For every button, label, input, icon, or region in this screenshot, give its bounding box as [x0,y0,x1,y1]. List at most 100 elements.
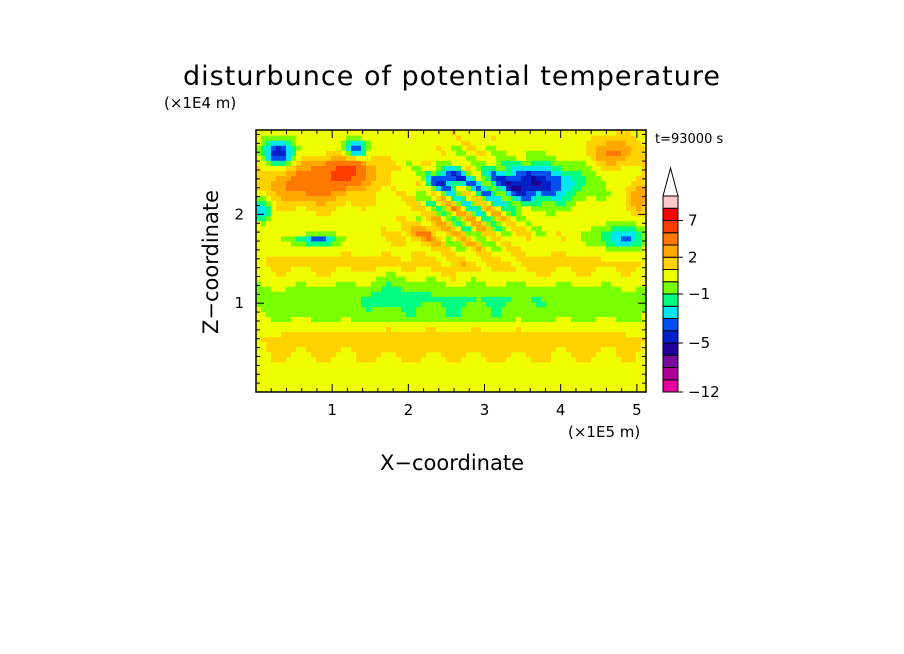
field-cell [571,220,577,227]
field-cell [431,135,437,141]
field-cell [321,230,327,237]
field-cell [466,326,472,333]
field-cell [566,250,572,257]
field-cell [626,291,632,297]
field-cell [331,296,337,302]
field-cell [536,170,542,176]
field-cell [286,281,292,287]
field-cell [341,261,347,267]
field-cell [446,245,452,252]
field-cell [546,155,552,161]
field-cell [471,346,477,353]
field-cell [461,250,467,257]
field-cell [421,135,427,141]
field-cell [496,361,502,368]
field-cell [331,215,337,222]
field-cell [366,230,372,237]
field-cell [261,271,267,277]
field-cell [286,135,292,141]
field-cell [426,361,432,368]
field-cell [451,266,457,272]
field-cell [361,235,367,242]
field-cell [406,351,412,358]
field-cell [501,271,507,277]
field-cell [616,356,622,363]
field-cell [471,331,477,338]
field-cell [436,351,442,358]
field-cell [316,135,322,141]
field-cell [376,230,382,237]
field-cell [471,326,477,333]
field-cell [421,245,427,252]
field-cell [306,371,312,378]
field-cell [526,376,532,383]
field-cell [621,296,627,302]
field-cell [396,341,402,348]
field-cell [596,286,602,292]
field-cell [436,135,442,141]
field-cell [531,240,537,247]
field-cell [601,150,607,156]
field-cell [351,361,357,368]
field-cell [336,130,342,136]
field-cell [286,341,292,348]
field-cell [436,190,442,197]
field-cell [626,250,632,257]
field-cell [291,145,297,151]
field-cell [501,195,507,202]
field-cell [581,230,587,237]
field-cell [331,255,337,262]
field-cell [311,281,317,287]
field-cell [296,255,302,262]
field-cell [401,366,407,373]
field-cell [301,185,307,192]
field-cell [311,180,317,187]
field-cell [301,286,307,292]
field-cell [461,321,467,328]
colorbar-swatch [662,244,679,258]
field-cell [336,170,342,176]
field-cell [631,366,637,373]
field-cell [421,180,427,187]
field-cell [496,291,502,297]
field-cell [581,321,587,328]
field-cell [611,190,617,197]
field-cell [406,316,412,323]
field-cell [586,200,592,207]
field-cell [411,316,417,323]
field-cell [281,165,287,171]
field-cell [591,195,597,202]
field-cell [401,371,407,378]
field-cell [586,140,592,146]
field-cell [316,235,322,242]
field-cell [311,286,317,292]
field-cell [431,240,437,247]
field-cell [641,296,646,302]
field-cell [391,301,397,307]
colorbar-label: 7 [688,212,698,230]
field-cell [421,371,427,378]
field-cell [591,250,597,257]
field-cell [506,250,512,257]
field-cell [396,135,402,141]
field-cell [571,271,577,277]
field-cell [296,160,302,166]
field-cell [266,250,272,257]
field-cell [641,386,646,392]
field-cell [356,205,362,212]
field-cell [556,175,562,181]
field-cell [326,291,332,297]
field-cell [256,165,262,171]
field-cell [616,175,622,181]
field-cell [511,140,517,146]
field-cell [541,220,547,227]
field-cell [481,386,487,392]
field-cell [541,376,547,383]
field-cell [576,381,582,388]
field-cell [446,195,452,202]
field-cell [346,245,352,252]
field-cell [466,276,472,282]
field-cell [301,311,307,318]
field-cell [576,281,582,287]
